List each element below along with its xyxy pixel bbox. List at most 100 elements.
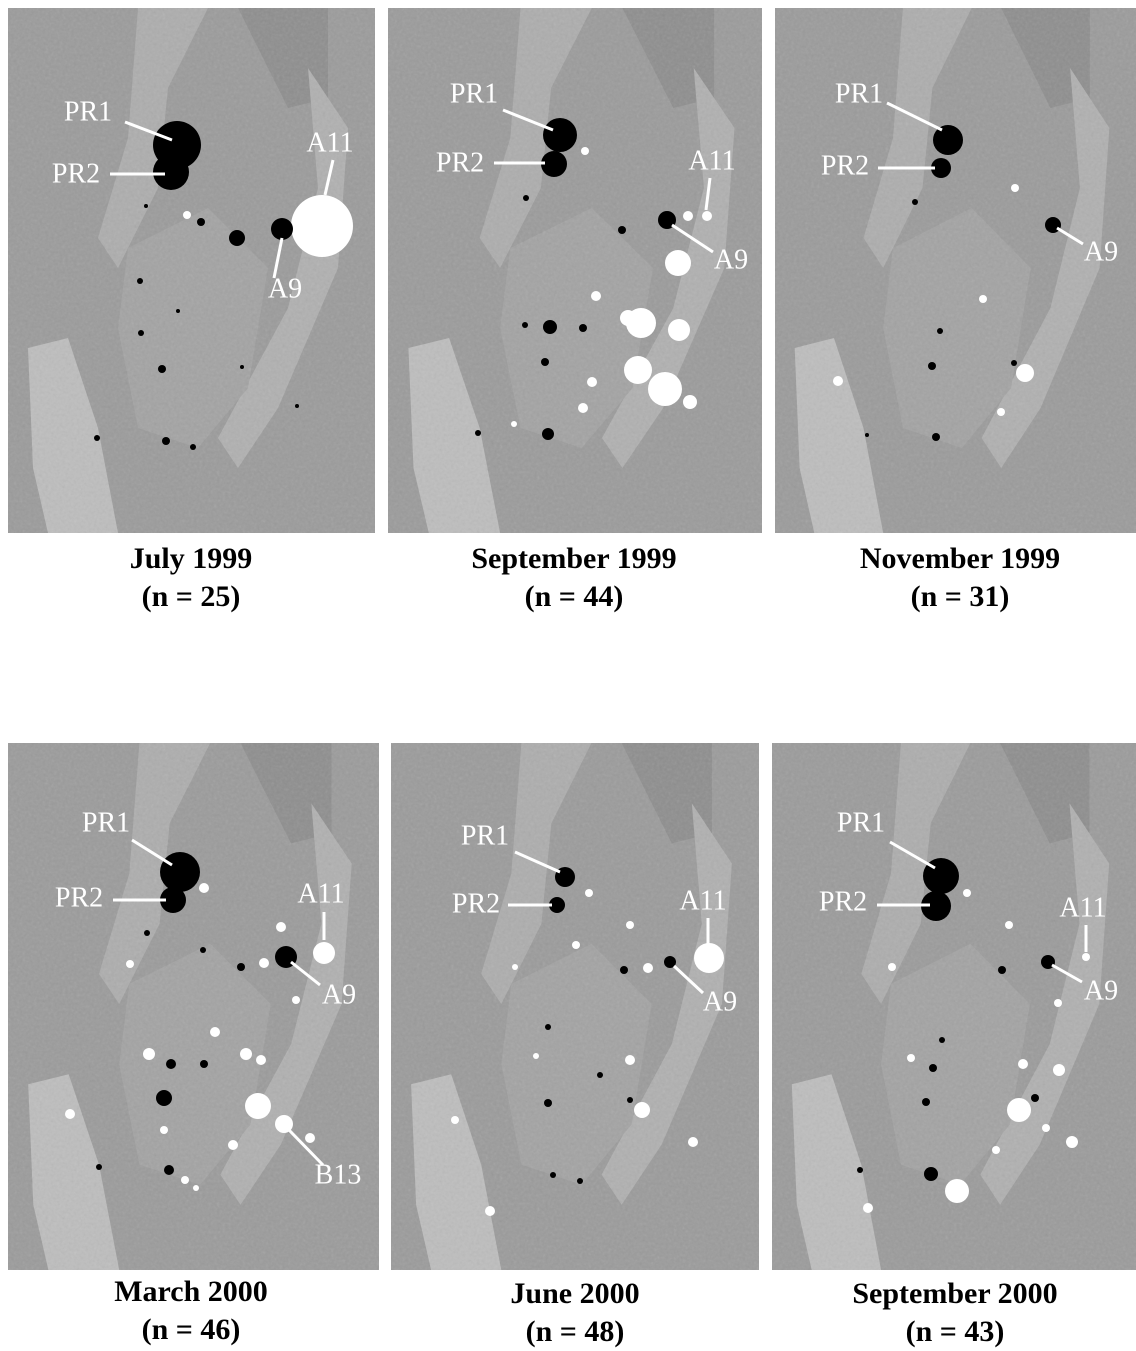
marker-dot <box>545 1024 551 1030</box>
marker-dot <box>1007 1098 1031 1122</box>
panel-title: November 1999 <box>860 542 1060 575</box>
marker-dot <box>160 1126 168 1134</box>
marker-dot <box>166 1059 176 1069</box>
labelled-marker <box>291 195 353 257</box>
labelled-marker <box>694 943 724 973</box>
marker-label: A11 <box>306 127 353 158</box>
marker-dot <box>888 963 896 971</box>
marker-dot <box>922 1098 930 1106</box>
marker-label: A11 <box>297 878 344 909</box>
marker-label: PR1 <box>82 807 130 838</box>
marker-label: A11 <box>1059 892 1106 923</box>
marker-dot <box>634 1102 650 1118</box>
marker-dot <box>1042 1124 1050 1132</box>
marker-label: A9 <box>1084 236 1118 267</box>
marker-dot <box>158 365 166 373</box>
marker-dot <box>1066 1136 1078 1148</box>
panel-count: (n = 44) <box>525 580 624 613</box>
marker-dot <box>963 889 971 897</box>
marker-dot <box>544 1099 552 1107</box>
marker-dot <box>137 278 143 284</box>
marker-dot <box>665 250 691 276</box>
marker-dot <box>197 218 205 226</box>
panel-title: June 2000 <box>510 1277 639 1310</box>
marker-dot <box>998 966 1006 974</box>
labelled-marker <box>160 852 200 892</box>
marker-dot <box>979 295 987 303</box>
marker-dot <box>618 226 626 234</box>
marker-dot <box>833 376 843 386</box>
marker-dot <box>237 963 245 971</box>
marker-dot <box>210 1027 220 1037</box>
marker-dot <box>305 1133 315 1143</box>
marker-dot <box>626 921 634 929</box>
labelled-marker <box>153 154 189 190</box>
panel-count: (n = 43) <box>906 1315 1005 1348</box>
marker-label: PR1 <box>461 820 509 851</box>
marker-dot <box>585 889 593 897</box>
marker-dot <box>94 435 100 441</box>
marker-dot <box>683 395 697 409</box>
marker-dot <box>928 362 936 370</box>
marker-dot <box>912 199 918 205</box>
marker-dot <box>164 1165 174 1175</box>
panel-count: (n = 46) <box>142 1313 241 1346</box>
marker-dot <box>625 1055 635 1065</box>
marker-dot <box>648 372 682 406</box>
marker-label: A9 <box>703 986 737 1017</box>
marker-dot <box>1031 1094 1039 1102</box>
marker-dot <box>624 356 652 384</box>
marker-dot <box>511 421 517 427</box>
marker-dot <box>929 1064 937 1072</box>
marker-dot <box>295 404 299 408</box>
marker-dot <box>1053 1064 1065 1076</box>
marker-label: PR2 <box>436 147 484 178</box>
marker-dot <box>541 358 549 366</box>
marker-dot <box>245 1093 271 1119</box>
marker-dot <box>907 1054 915 1062</box>
marker-dot <box>156 1090 172 1106</box>
marker-dot <box>485 1206 495 1216</box>
marker-dot <box>1054 999 1062 1007</box>
marker-dot <box>176 309 180 313</box>
marker-dot <box>1016 364 1034 382</box>
marker-dot <box>181 1176 189 1184</box>
marker-dot <box>581 147 589 155</box>
marker-dot <box>292 996 300 1004</box>
labelled-marker <box>1082 953 1090 961</box>
marker-dot <box>643 963 653 973</box>
scan-texture <box>8 8 375 533</box>
marker-label: A11 <box>688 145 735 176</box>
marker-dot <box>1018 1059 1028 1069</box>
marker-dot <box>992 1146 1000 1154</box>
marker-label: A11 <box>679 885 726 916</box>
marker-label: A9 <box>714 244 748 275</box>
marker-dot <box>937 328 943 334</box>
panel-title: March 2000 <box>114 1275 268 1308</box>
marker-label: PR2 <box>52 158 100 189</box>
scan-texture <box>775 8 1136 533</box>
marker-dot <box>229 230 245 246</box>
marker-label: PR1 <box>64 96 112 127</box>
marker-label: PR2 <box>819 886 867 917</box>
marker-dot <box>683 211 693 221</box>
marker-dot <box>144 204 148 208</box>
marker-label: PR1 <box>837 807 885 838</box>
marker-label: PR2 <box>821 150 869 181</box>
panel-title: September 1999 <box>471 542 676 575</box>
panel-count: (n = 25) <box>142 580 241 613</box>
marker-dot <box>183 211 191 219</box>
marker-dot <box>451 1116 459 1124</box>
marker-dot <box>620 310 636 326</box>
panel: PR1PR2A11A9 <box>772 743 1136 1270</box>
marker-dot <box>126 960 134 968</box>
marker-dot <box>143 1048 155 1060</box>
marker-dot <box>533 1053 539 1059</box>
marker-dot <box>579 324 587 332</box>
marker-dot <box>865 433 869 437</box>
marker-label: A9 <box>322 979 356 1010</box>
marker-dot <box>1005 921 1013 929</box>
